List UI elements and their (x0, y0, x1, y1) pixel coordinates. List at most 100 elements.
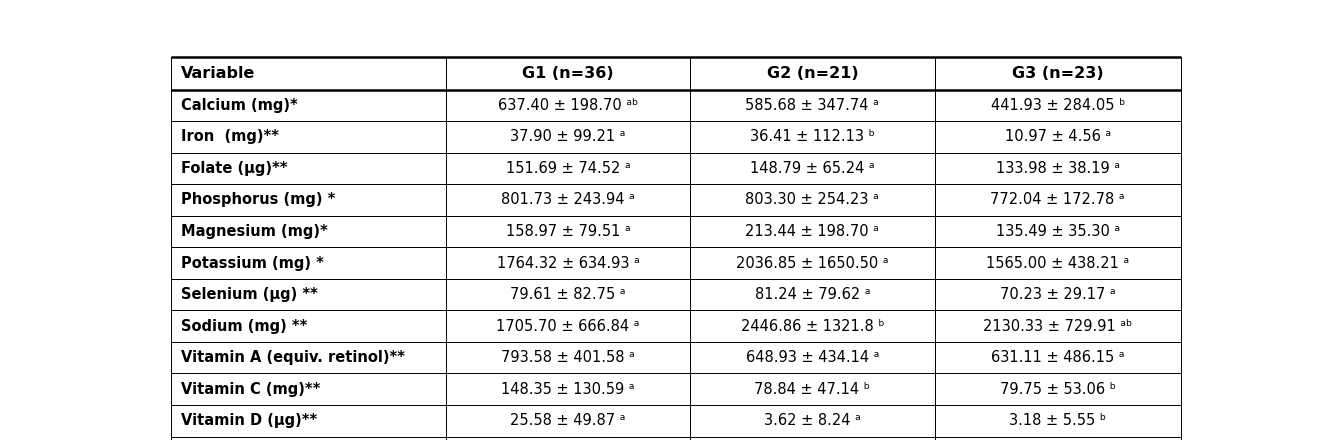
Bar (690, 184, 934, 216)
Bar (934, 57, 1181, 89)
Text: Iron  (mg)**: Iron (mg)** (181, 129, 278, 144)
Bar (690, 247, 934, 279)
Text: 3.62 ± 8.24 ᵃ: 3.62 ± 8.24 ᵃ (764, 413, 861, 428)
Text: Calcium (mg)*: Calcium (mg)* (181, 98, 298, 113)
Text: 2036.85 ± 1650.50 ᵃ: 2036.85 ± 1650.50 ᵃ (736, 256, 889, 271)
Text: 79.75 ± 53.06 ᵇ: 79.75 ± 53.06 ᵇ (1000, 382, 1116, 397)
Bar (171, 153, 446, 184)
Bar (934, 247, 1181, 279)
Text: 25.58 ± 49.87 ᵃ: 25.58 ± 49.87 ᵃ (510, 413, 625, 428)
Text: G2 (n=21): G2 (n=21) (766, 66, 859, 81)
Text: 2130.33 ± 729.91 ᵃᵇ: 2130.33 ± 729.91 ᵃᵇ (983, 319, 1132, 334)
Text: 793.58 ± 401.58 ᵃ: 793.58 ± 401.58 ᵃ (501, 350, 634, 365)
Text: 135.49 ± 35.30 ᵃ: 135.49 ± 35.30 ᵃ (996, 224, 1120, 239)
Bar (934, 89, 1181, 121)
Bar (446, 436, 690, 440)
Bar (690, 342, 934, 374)
Bar (446, 279, 690, 310)
Text: Potassium (mg) *: Potassium (mg) * (181, 256, 323, 271)
Text: 81.24 ± 79.62 ᵃ: 81.24 ± 79.62 ᵃ (754, 287, 871, 302)
Bar (934, 436, 1181, 440)
Bar (446, 216, 690, 247)
Bar (690, 374, 934, 405)
Bar (446, 342, 690, 374)
Bar (171, 247, 446, 279)
Text: 36.41 ± 112.13 ᵇ: 36.41 ± 112.13 ᵇ (751, 129, 874, 144)
Text: Variable: Variable (181, 66, 255, 81)
Text: Selenium (µg) **: Selenium (µg) ** (181, 287, 318, 302)
Bar (446, 405, 690, 436)
Bar (934, 121, 1181, 153)
Text: 133.98 ± 38.19 ᵃ: 133.98 ± 38.19 ᵃ (996, 161, 1120, 176)
Bar (446, 57, 690, 89)
Bar (446, 310, 690, 342)
Bar (934, 342, 1181, 374)
Text: 158.97 ± 79.51 ᵃ: 158.97 ± 79.51 ᵃ (505, 224, 630, 239)
Bar (171, 57, 446, 89)
Bar (171, 342, 446, 374)
Text: Sodium (mg) **: Sodium (mg) ** (181, 319, 307, 334)
Bar (934, 374, 1181, 405)
Bar (690, 121, 934, 153)
Text: 585.68 ± 347.74 ᵃ: 585.68 ± 347.74 ᵃ (745, 98, 880, 113)
Bar (171, 89, 446, 121)
Bar (934, 153, 1181, 184)
Text: Vitamin C (mg)**: Vitamin C (mg)** (181, 382, 321, 397)
Bar (446, 121, 690, 153)
Text: 3.18 ± 5.55 ᵇ: 3.18 ± 5.55 ᵇ (1009, 413, 1107, 428)
Bar (171, 310, 446, 342)
Text: 37.90 ± 99.21 ᵃ: 37.90 ± 99.21 ᵃ (510, 129, 625, 144)
Bar (690, 436, 934, 440)
Bar (171, 279, 446, 310)
Text: 148.79 ± 65.24 ᵃ: 148.79 ± 65.24 ᵃ (751, 161, 874, 176)
Bar (171, 374, 446, 405)
Text: 637.40 ± 198.70 ᵃᵇ: 637.40 ± 198.70 ᵃᵇ (497, 98, 638, 113)
Bar (690, 310, 934, 342)
Text: 803.30 ± 254.23 ᵃ: 803.30 ± 254.23 ᵃ (745, 192, 880, 207)
Bar (690, 279, 934, 310)
Bar (934, 310, 1181, 342)
Text: Vitamin D (µg)**: Vitamin D (µg)** (181, 413, 317, 428)
Bar (446, 184, 690, 216)
Text: 1705.70 ± 666.84 ᵃ: 1705.70 ± 666.84 ᵃ (496, 319, 640, 334)
Bar (171, 216, 446, 247)
Text: Folate (µg)**: Folate (µg)** (181, 161, 288, 176)
Bar (446, 153, 690, 184)
Text: 1764.32 ± 634.93 ᵃ: 1764.32 ± 634.93 ᵃ (496, 256, 640, 271)
Text: G1 (n=36): G1 (n=36) (522, 66, 613, 81)
Text: 801.73 ± 243.94 ᵃ: 801.73 ± 243.94 ᵃ (501, 192, 634, 207)
Text: Vitamin A (equiv. retinol)**: Vitamin A (equiv. retinol)** (181, 350, 405, 365)
Bar (934, 216, 1181, 247)
Text: Magnesium (mg)*: Magnesium (mg)* (181, 224, 327, 239)
Text: 2446.86 ± 1321.8 ᵇ: 2446.86 ± 1321.8 ᵇ (740, 319, 884, 334)
Bar (690, 57, 934, 89)
Text: 79.61 ± 82.75 ᵃ: 79.61 ± 82.75 ᵃ (510, 287, 625, 302)
Text: 441.93 ± 284.05 ᵇ: 441.93 ± 284.05 ᵇ (991, 98, 1125, 113)
Bar (171, 184, 446, 216)
Bar (690, 405, 934, 436)
Bar (446, 247, 690, 279)
Bar (690, 153, 934, 184)
Bar (690, 89, 934, 121)
Bar (171, 121, 446, 153)
Text: 148.35 ± 130.59 ᵃ: 148.35 ± 130.59 ᵃ (501, 382, 634, 397)
Bar (171, 405, 446, 436)
Text: 70.23 ± 29.17 ᵃ: 70.23 ± 29.17 ᵃ (1000, 287, 1116, 302)
Bar (446, 89, 690, 121)
Text: 772.04 ± 172.78 ᵃ: 772.04 ± 172.78 ᵃ (991, 192, 1125, 207)
Text: 10.97 ± 4.56 ᵃ: 10.97 ± 4.56 ᵃ (1005, 129, 1111, 144)
Bar (934, 405, 1181, 436)
Text: Phosphorus (mg) *: Phosphorus (mg) * (181, 192, 335, 207)
Text: 213.44 ± 198.70 ᵃ: 213.44 ± 198.70 ᵃ (745, 224, 880, 239)
Bar (934, 279, 1181, 310)
Bar (690, 216, 934, 247)
Bar (934, 184, 1181, 216)
Text: 78.84 ± 47.14 ᵇ: 78.84 ± 47.14 ᵇ (754, 382, 871, 397)
Text: 1565.00 ± 438.21 ᵃ: 1565.00 ± 438.21 ᵃ (987, 256, 1129, 271)
Text: G3 (n=23): G3 (n=23) (1012, 66, 1104, 81)
Bar (171, 436, 446, 440)
Bar (446, 374, 690, 405)
Text: 151.69 ± 74.52 ᵃ: 151.69 ± 74.52 ᵃ (505, 161, 630, 176)
Text: 631.11 ± 486.15 ᵃ: 631.11 ± 486.15 ᵃ (991, 350, 1125, 365)
Text: 648.93 ± 434.14 ᵃ: 648.93 ± 434.14 ᵃ (745, 350, 878, 365)
